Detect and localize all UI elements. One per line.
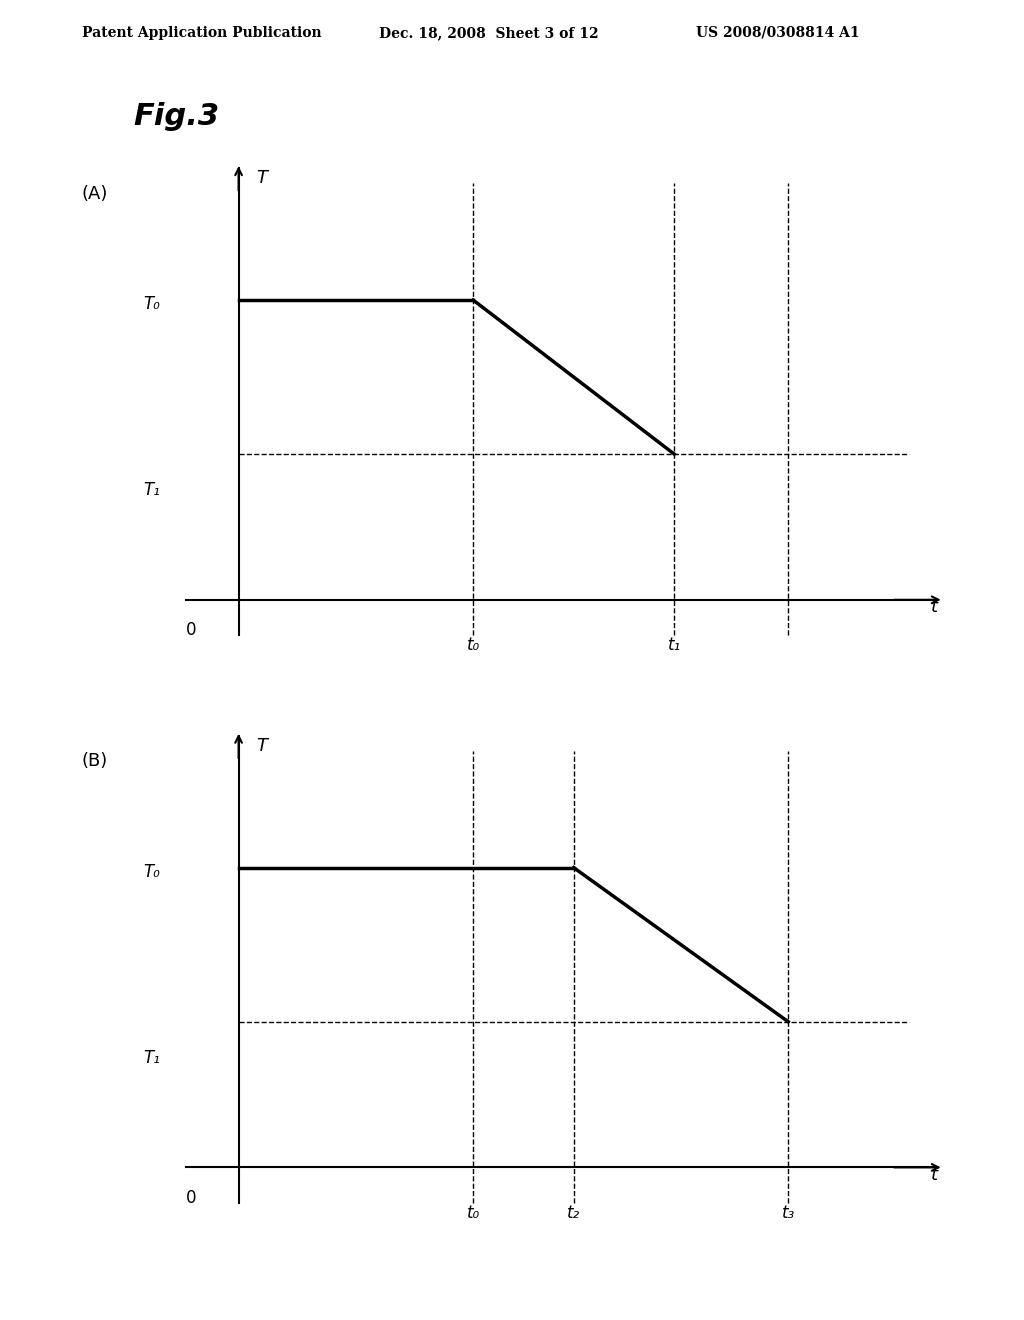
Text: 0: 0	[185, 1188, 196, 1206]
Text: t₀: t₀	[467, 1204, 479, 1221]
Text: T₁: T₁	[143, 480, 160, 499]
Text: t₀: t₀	[467, 636, 479, 653]
Text: t: t	[931, 1166, 938, 1184]
Text: US 2008/0308814 A1: US 2008/0308814 A1	[696, 26, 860, 40]
Text: t₃: t₃	[781, 1204, 795, 1221]
Text: t₂: t₂	[567, 1204, 581, 1221]
Text: 0: 0	[185, 620, 196, 639]
Text: Patent Application Publication: Patent Application Publication	[82, 26, 322, 40]
Text: T₀: T₀	[143, 863, 160, 880]
Text: Dec. 18, 2008  Sheet 3 of 12: Dec. 18, 2008 Sheet 3 of 12	[379, 26, 598, 40]
Text: (A): (A)	[82, 185, 109, 202]
Text: T: T	[256, 169, 267, 187]
Text: t: t	[931, 598, 938, 616]
Text: T₀: T₀	[143, 296, 160, 313]
Text: t₁: t₁	[668, 636, 681, 653]
Text: T₁: T₁	[143, 1048, 160, 1067]
Text: (B): (B)	[82, 752, 109, 770]
Text: Fig.3: Fig.3	[133, 103, 219, 132]
Text: T: T	[256, 737, 267, 755]
